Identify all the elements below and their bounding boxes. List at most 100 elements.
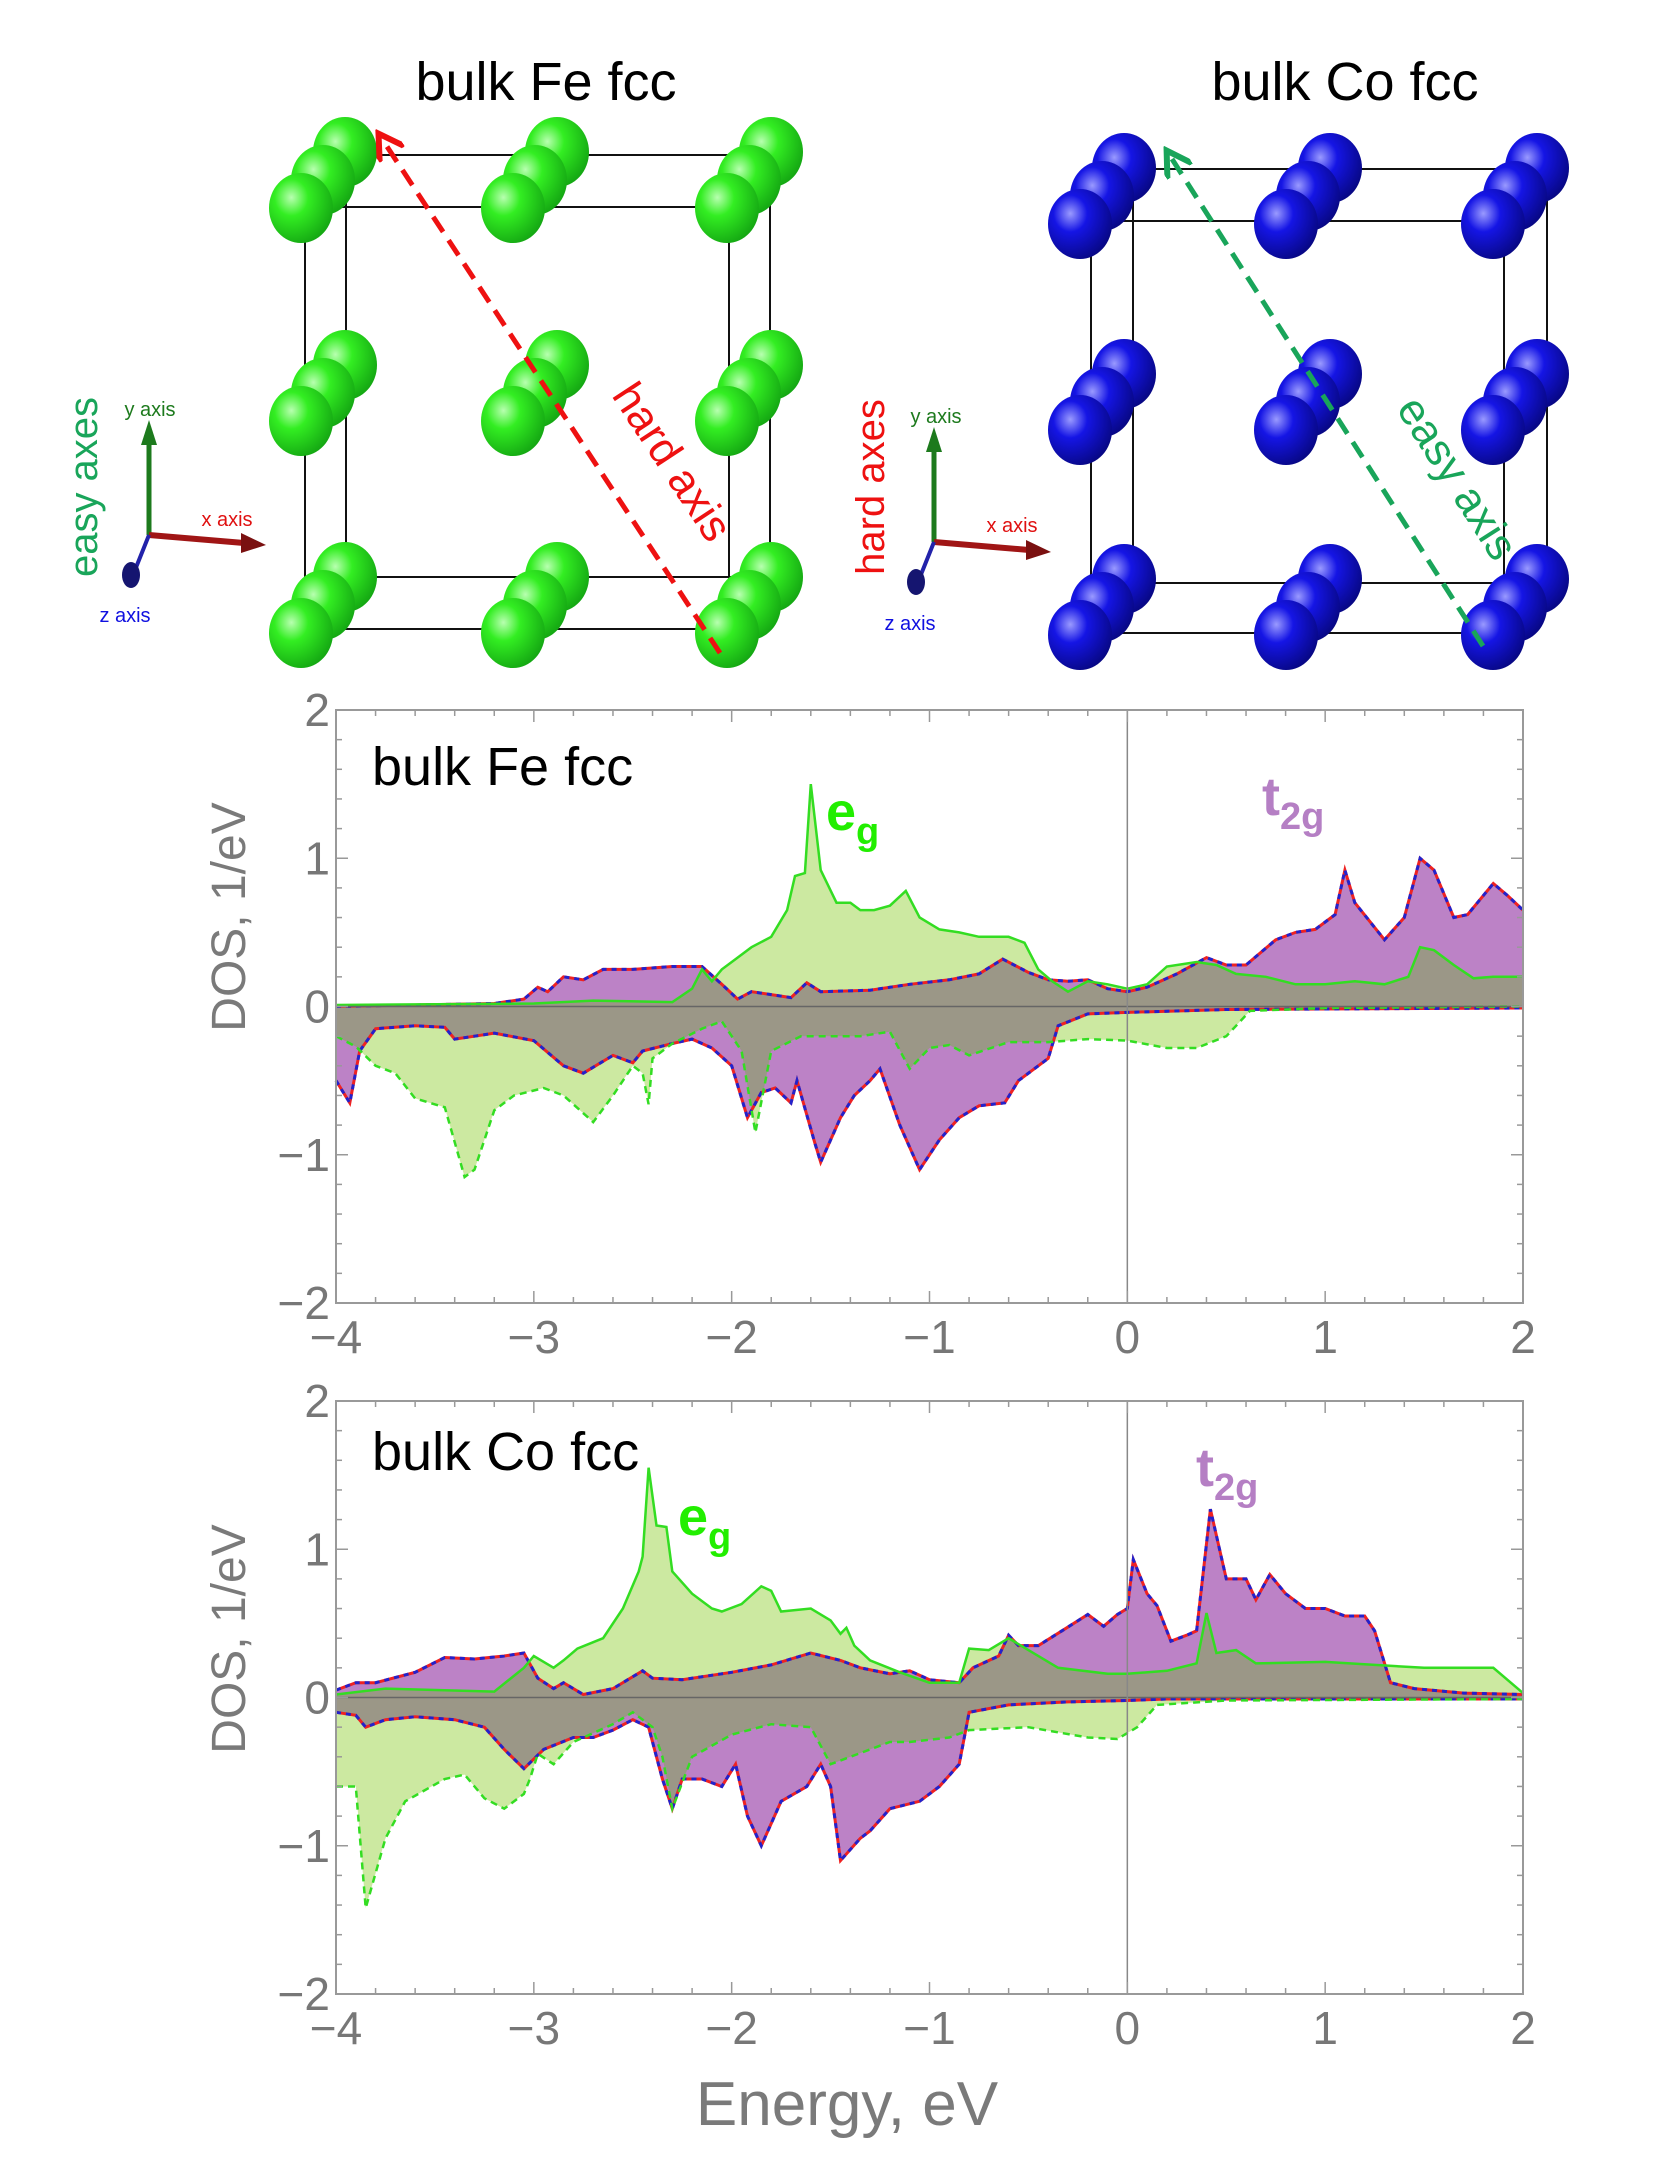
t2g-sub: 2g — [1214, 1467, 1258, 1509]
t2g-down-line-dash — [335, 1697, 1523, 1865]
x-tick-label: −4 — [310, 1311, 362, 1363]
co-x-axis-label: x axis — [986, 515, 1037, 537]
x-tick-label: −1 — [903, 1311, 955, 1363]
eg-up-line — [335, 1467, 1524, 1696]
atom-cluster — [1254, 133, 1362, 259]
atom-cluster — [1254, 544, 1362, 670]
y-axis-arrowhead-icon — [141, 420, 157, 445]
x-tick-label: −3 — [508, 1311, 560, 1363]
co-structure — [1048, 133, 1569, 670]
co-y-axis-title: DOS, 1/eV — [203, 1524, 256, 1753]
atom-sphere — [1048, 189, 1112, 259]
co-dos-chart: −4 −3 −2 −1 0 1 2 −2 −1 0 1 2 — [278, 1375, 1536, 2054]
atom-sphere — [269, 598, 333, 668]
eg-up-line — [335, 783, 1523, 1007]
overlap-up-area — [336, 947, 1523, 1007]
co-y-axis-label: y axis — [910, 406, 961, 428]
atom-sphere — [1254, 600, 1318, 670]
x-tick-label: 2 — [1510, 1311, 1536, 1363]
atom-sphere — [1254, 395, 1318, 465]
co-eg-label: eg — [678, 1487, 731, 1558]
t2g-up-line-dash — [335, 855, 1525, 1008]
axis-arrow — [384, 142, 723, 655]
y-tick-label: 2 — [304, 1375, 330, 1427]
co-chart-label: bulk Co fcc — [372, 1422, 639, 1482]
y-tick-label: −2 — [278, 1968, 330, 2020]
y-tick-label: 1 — [304, 832, 330, 884]
eg-main: e — [678, 1487, 708, 1547]
fe-eg-label: eg — [826, 782, 879, 853]
x-axis-shaft — [933, 539, 1030, 553]
z-axis-shaft — [918, 541, 936, 578]
fe-axis-triad — [122, 420, 266, 588]
atom-cluster — [1048, 133, 1156, 259]
overlap-down-area — [336, 1697, 1523, 1809]
fe-z-axis-label: z axis — [99, 605, 150, 627]
atom-sphere — [481, 386, 545, 456]
axis-arrow — [1172, 159, 1486, 648]
x-tick-label: −2 — [705, 2002, 757, 2054]
atom-cluster — [269, 542, 377, 668]
y-tick-label: 1 — [304, 1523, 330, 1575]
atom-sphere — [695, 173, 759, 243]
x-tick-label: −3 — [508, 2002, 560, 2054]
y-tick-label: 0 — [304, 1672, 330, 1724]
fe-dos-chart: −4 −3 −2 −1 0 1 2 −2 −1 0 1 2 — [278, 684, 1536, 1363]
t2g-main: t — [1262, 767, 1280, 827]
x-tick-label: −4 — [310, 2002, 362, 2054]
atom-cluster — [1048, 339, 1156, 465]
fe-y-axis-label: y axis — [124, 399, 175, 421]
atom-sphere — [1461, 600, 1525, 670]
atom-cluster — [269, 117, 377, 243]
fe-x-axis-label: x axis — [201, 509, 252, 531]
co-t2g-label: t2g — [1196, 1438, 1258, 1509]
atom-cluster — [481, 330, 589, 456]
atom-cluster — [695, 330, 803, 456]
z-axis-shaft — [133, 534, 151, 571]
co-side-label: hard axes — [849, 399, 893, 575]
x-tick-label: −1 — [903, 2002, 955, 2054]
y-tick-label: 2 — [304, 684, 330, 736]
atom-cluster — [269, 330, 377, 456]
x-tick-label: 0 — [1115, 1311, 1141, 1363]
co-z-axis-label: z axis — [884, 613, 935, 635]
fe-structure — [269, 117, 803, 668]
fe-chart-label: bulk Fe fcc — [372, 737, 633, 797]
atom-cluster — [481, 542, 589, 668]
t2g-main: t — [1196, 1438, 1214, 1498]
t2g-down-line-dash — [334, 1006, 1524, 1173]
eg-down-line — [335, 1005, 1524, 1180]
atom-cluster — [1254, 339, 1362, 465]
z-axis-cone-icon — [122, 562, 140, 588]
eg-up-area — [336, 1467, 1523, 1698]
eg-sub: g — [856, 811, 879, 853]
y-axis-arrowhead-icon — [926, 427, 942, 452]
x-axis-arrowhead-icon — [241, 533, 266, 553]
overlap-down-area — [336, 1006, 1523, 1110]
atom-sphere — [1461, 395, 1525, 465]
atom-sphere — [1048, 395, 1112, 465]
x-tick-label: 1 — [1312, 1311, 1338, 1363]
co-axis-triad — [907, 427, 1051, 595]
fe-y-axis-title: DOS, 1/eV — [203, 802, 256, 1031]
t2g-down-area — [336, 1697, 1523, 1861]
y-tick-label: −1 — [278, 1820, 330, 1872]
atom-cluster — [481, 117, 589, 243]
x-axis-shaft — [148, 532, 245, 546]
fe-t2g-label: t2g — [1262, 767, 1324, 838]
atom-cluster — [1461, 544, 1569, 670]
atom-sphere — [1254, 189, 1318, 259]
x-tick-label: −2 — [705, 1311, 757, 1363]
atom-cluster — [1461, 133, 1569, 259]
fe-structure-title: bulk Fe fcc — [415, 52, 676, 112]
atom-sphere — [269, 173, 333, 243]
co-structure-title: bulk Co fcc — [1211, 52, 1478, 112]
z-axis-cone-icon — [907, 569, 925, 595]
atom-sphere — [481, 173, 545, 243]
x-tick-label: 0 — [1115, 2002, 1141, 2054]
atom-sphere — [695, 386, 759, 456]
atom-cluster — [695, 117, 803, 243]
eg-main: e — [826, 782, 856, 842]
eg-down-line — [336, 1697, 1524, 1909]
